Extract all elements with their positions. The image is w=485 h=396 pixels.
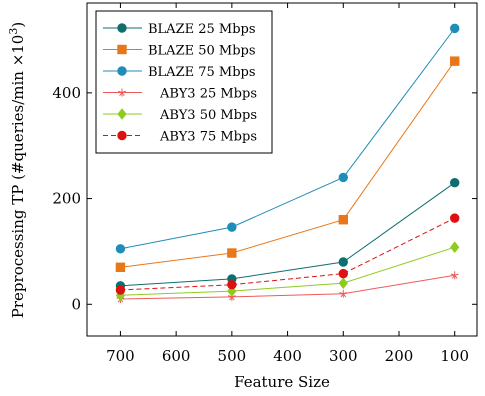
legend-marker — [117, 23, 127, 33]
x-tick-label: 400 — [273, 347, 302, 365]
series-layer — [115, 23, 460, 303]
legend-frame — [95, 10, 273, 154]
x-tick-label: 500 — [218, 347, 247, 365]
data-point — [338, 257, 348, 267]
data-point — [450, 271, 459, 280]
x-tick-label: 700 — [106, 347, 135, 365]
data-point — [450, 178, 460, 188]
x-tick-label: 300 — [329, 347, 358, 365]
legend-marker — [117, 108, 127, 120]
data-point — [339, 289, 348, 298]
x-tick-label: 600 — [162, 347, 191, 365]
series-blaze-75-mbps — [115, 23, 460, 254]
y-axis-title-exponent: 3 — [7, 28, 20, 35]
legend-label: ABY3 25 Mbps — [159, 87, 257, 102]
legend: BLAZE 25 Mbps BLAZE 50 Mbps BLAZE 75 Mbps A… — [95, 10, 273, 154]
legend-marker — [117, 44, 127, 55]
series-line — [120, 28, 456, 250]
series-line — [120, 246, 455, 296]
legend-label: ABY3 75 Mbps — [159, 130, 257, 145]
legend-label: BLAZE 25 Mbps — [148, 22, 256, 37]
legend-marker — [117, 130, 127, 141]
series-line — [120, 182, 456, 287]
legend-label: ABY3 50 Mbps — [159, 108, 257, 123]
series-blaze-50-mbps — [115, 56, 460, 272]
axis-ticks: 700 600 500 400 300 200 100 0 200 400 — [52, 3, 477, 365]
data-point — [115, 262, 126, 272]
legend-marker — [118, 88, 126, 97]
series-aby3-50-mbps — [115, 241, 460, 302]
data-point — [227, 280, 237, 290]
y-axis-title-close: ) — [9, 22, 27, 28]
series-line — [120, 274, 455, 300]
y-axis-title-main: Preprocessing TP (#queries/min ×10 — [9, 35, 27, 319]
series-blaze-25-mbps — [115, 178, 460, 291]
data-point — [450, 241, 460, 254]
data-point — [450, 23, 460, 34]
data-point — [450, 56, 460, 66]
x-axis-title: Feature Size — [234, 373, 330, 391]
series-line — [120, 60, 456, 268]
data-point — [227, 248, 237, 258]
series-line — [120, 217, 455, 291]
y-tick-label: 0 — [71, 295, 81, 313]
y-tick-label: 400 — [52, 84, 81, 102]
data-point — [338, 268, 348, 279]
data-point — [227, 222, 237, 232]
data-point — [450, 213, 460, 223]
plot-frame — [86, 2, 478, 337]
data-point — [227, 292, 236, 301]
data-point — [115, 285, 126, 295]
legend-marker — [117, 66, 127, 76]
data-point — [338, 215, 348, 225]
x-tick-label: 100 — [440, 347, 469, 365]
legend-label: BLAZE 75 Mbps — [148, 65, 256, 80]
data-point — [338, 172, 348, 183]
legend-label: BLAZE 50 Mbps — [148, 44, 256, 59]
y-axis-title: Preprocessing TP (#queries/min ×103) — [7, 22, 27, 318]
data-point — [115, 244, 126, 254]
series-aby3-75-mbps — [115, 213, 460, 295]
data-point — [338, 277, 348, 289]
x-tick-label: 200 — [385, 347, 414, 365]
y-tick-label: 200 — [52, 190, 81, 208]
